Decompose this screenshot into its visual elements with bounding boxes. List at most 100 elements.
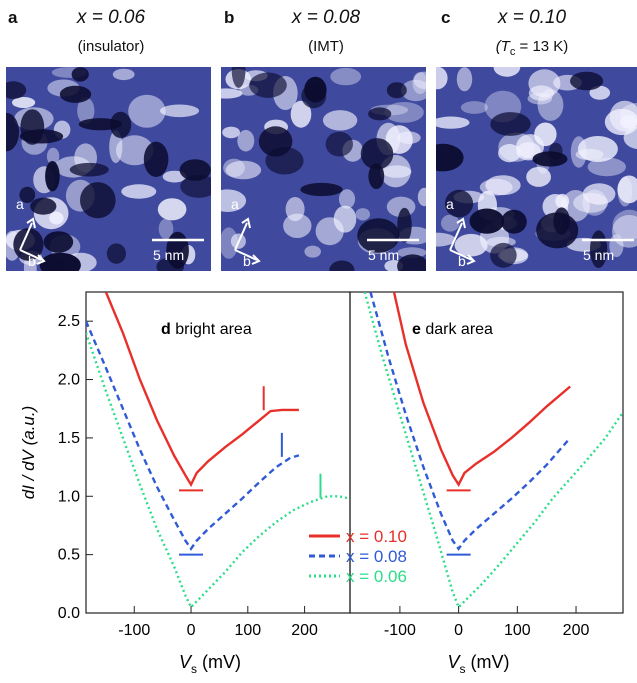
stm-dark-domain [59,85,92,103]
stm-dark-domain [548,142,563,160]
stm-bright-domain [304,245,321,258]
panel-title-c: x = 0.10 [497,7,567,28]
axis-a-label: a [231,196,239,212]
stm-bright-domain [121,184,157,199]
stm-bright-domain [330,67,362,86]
stm-bright-domain [77,97,95,124]
axis-b-label: b [243,253,251,269]
stm-bright-domain [46,147,60,166]
stm-dark-domain [436,143,464,172]
stm-dark-domain [69,162,109,177]
stm-bright-domain [436,116,470,129]
axis-b-arrowhead [36,254,46,265]
panel-subtitle-c: (Tc = 13 K) [427,38,637,58]
stm-bright-domain [225,160,262,180]
stm-bright-domain [222,126,240,139]
stm-bright-domain [441,214,460,232]
y-axis-label: dI / dV (a.u.) [19,406,38,500]
x-tick-label: 100 [234,622,261,639]
series-line [369,292,572,551]
y-tick-label: 2.0 [58,372,80,389]
stm-dark-domain [386,82,407,99]
x-tick-label: 200 [563,622,590,639]
panel-title-b: x = 0.08 [291,7,361,28]
series-line [86,332,350,610]
stm-bright-domain [355,208,370,221]
stm-bright-domain [498,144,521,163]
stm-bright-domain [537,89,564,121]
panel-label-c: c [441,8,451,27]
stm-dark-domain [110,111,132,138]
stm-bright-domain [397,247,426,258]
y-tick-label: 0.0 [58,605,80,622]
axis-b-label: b [458,253,466,269]
stm-dark-domain [19,129,64,144]
stm-bright-domain [498,132,535,162]
legend-label: x = 0.10 [346,527,407,546]
axis-b-arrowhead [466,254,476,265]
legend-label: x = 0.08 [346,547,407,566]
stm-bright-domain [526,166,551,187]
axis-b-arrow [449,249,473,261]
tc-prefix: (T [495,38,510,55]
stm-bright-domain [322,110,358,131]
axis-b-arrow [19,249,43,261]
stm-bright-domain [589,85,611,100]
axis-a-arrowhead [241,217,251,229]
stm-bright-domain [516,134,545,159]
scale-bar-label: 5 nm [583,247,614,263]
stm-dark-domain [179,159,211,181]
stm-dark-domain [106,243,126,264]
scale-bar-label: 5 nm [153,247,184,263]
stm-bright-domain [49,211,64,225]
lattice-axes [449,217,476,265]
series-line [392,292,571,488]
stm-dark-domain [258,126,293,157]
stm-bright-domain [221,189,247,212]
stm-bright-domain [158,218,174,240]
axis-a-label: a [16,196,24,212]
stm-bright-domain [237,129,255,152]
stm-dark-domain [360,138,394,170]
x-tick-label: 0 [187,622,196,639]
stm-bright-domain [604,108,637,136]
stm-dark-domain [45,161,60,192]
stm-bright-domain [436,232,456,247]
stm-bright-domain [333,205,357,233]
stm-bright-domain [436,67,448,90]
stm-dark-domain [19,186,36,203]
axis-b-arrow [234,249,258,261]
series-line [86,320,300,551]
stm-bright-domain [577,136,618,162]
stm-bright-domain [128,94,166,128]
tc-rest: = 13 K) [515,38,569,55]
stm-bright-domain [283,213,312,238]
axis-a-arrow [234,222,248,251]
stm-bright-domain [290,100,312,128]
stm-dark-domain [469,208,505,234]
y-tick-label: 1.0 [58,488,80,505]
panel-title-d: d bright area [161,321,252,338]
stm-bright-domain [617,176,633,207]
legend: x = 0.10x = 0.08x = 0.06 [309,527,407,586]
legend-label: x = 0.06 [346,567,407,586]
stm-dark-domain [143,141,169,177]
x-tick-label: 200 [291,622,318,639]
x-axis-label: Vs (mV) [179,652,241,676]
stm-dark-domain [501,209,527,234]
stm-bright-domain [587,157,626,177]
stm-bright-domain [454,233,488,257]
stm-bright-domain [12,97,36,108]
stm-bright-domain [221,88,243,99]
stm-dark-domain [39,252,81,271]
stm-bright-domain [285,197,305,222]
axis-a-arrowhead [26,217,36,229]
stm-dark-domain [80,182,116,219]
panel-label-a: a [8,8,18,27]
stm-dark-domain [180,174,211,198]
stm-bright-domain [417,187,426,207]
stm-dark-domain [490,242,517,268]
panel-title-a: x = 0.06 [76,7,146,28]
stm-dark-domain [325,131,353,157]
stm-dark-domain [368,107,392,121]
